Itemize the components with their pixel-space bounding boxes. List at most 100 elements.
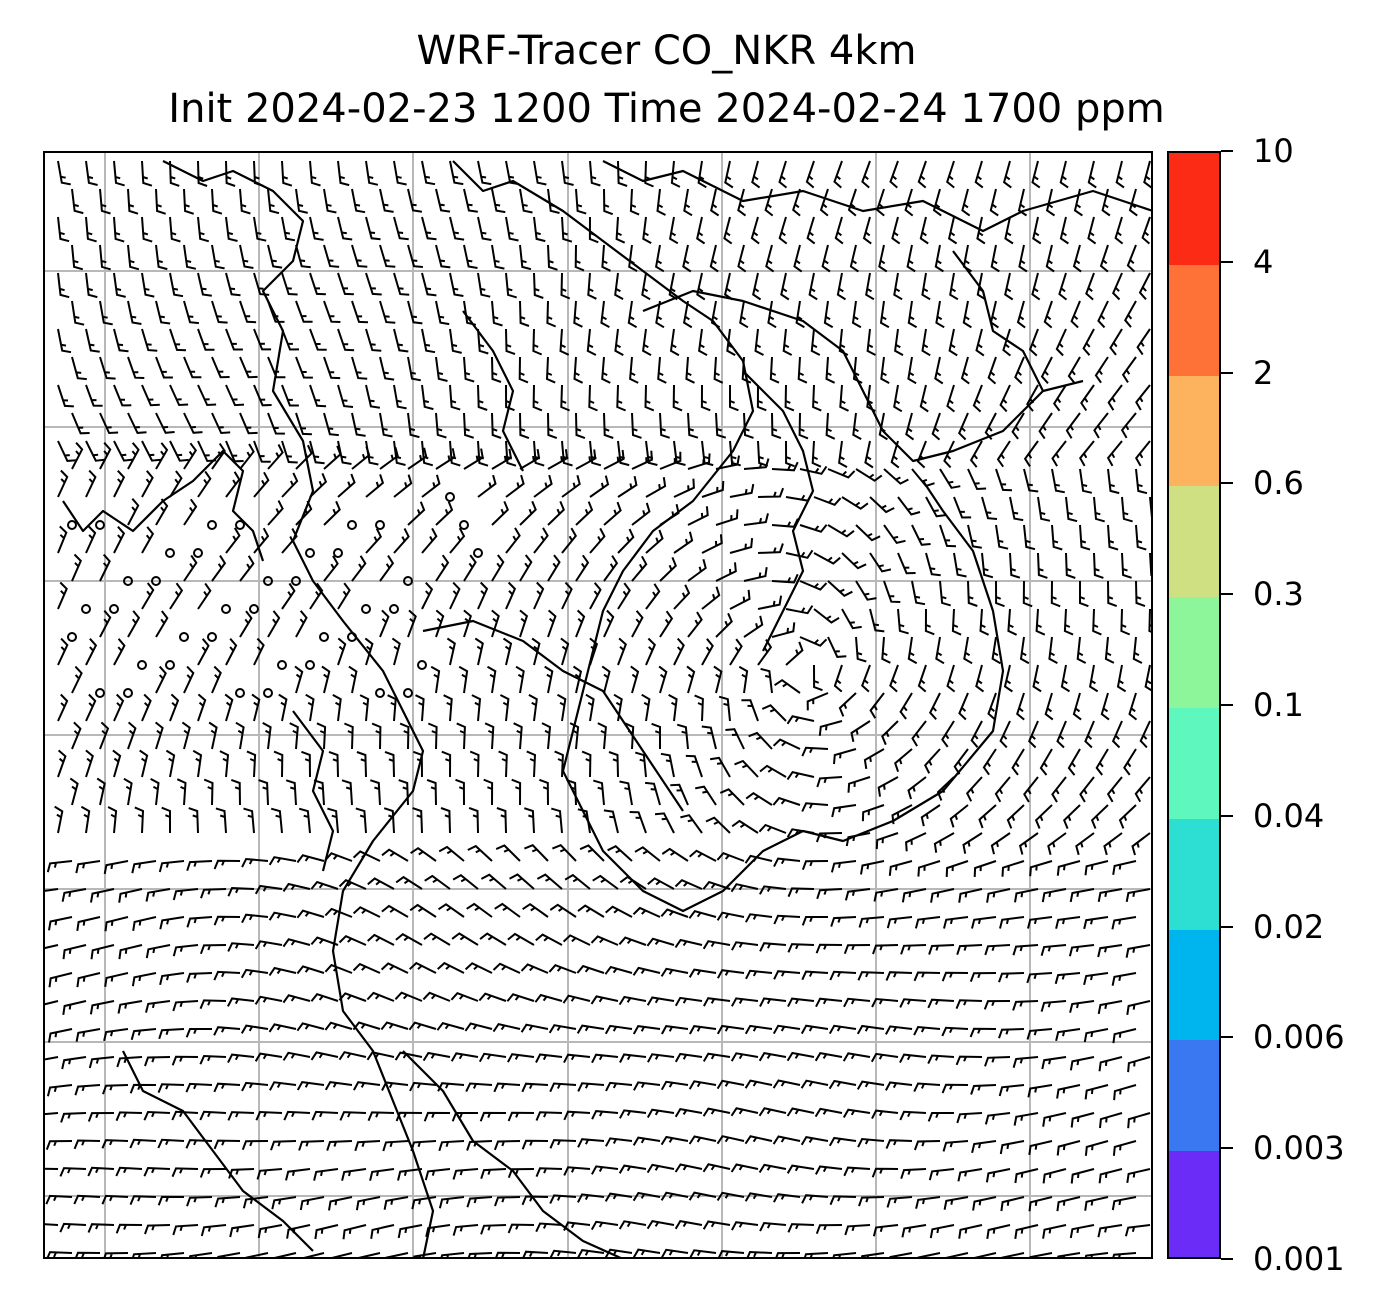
wind-barb bbox=[283, 1110, 311, 1121]
wind-barb bbox=[702, 940, 731, 950]
wind-barb bbox=[254, 1052, 283, 1062]
wind-barb bbox=[479, 1111, 507, 1122]
wind-barb bbox=[328, 1196, 353, 1211]
colorbar-tick bbox=[1221, 925, 1233, 928]
wind-barb bbox=[1072, 244, 1082, 273]
wind-barb bbox=[737, 244, 747, 273]
wind-barb bbox=[970, 1084, 997, 1095]
wind-barb bbox=[1042, 1168, 1067, 1184]
wind-barb bbox=[951, 608, 962, 636]
wind-barb bbox=[1042, 1224, 1067, 1239]
wind-barb bbox=[883, 580, 901, 603]
wind-barb bbox=[1084, 720, 1095, 749]
wind-barb bbox=[1023, 440, 1039, 467]
wind-barb bbox=[43, 1167, 59, 1170]
colorbar-segment bbox=[1169, 153, 1219, 265]
wind-barb bbox=[295, 412, 312, 436]
wind-barb bbox=[893, 272, 903, 301]
wind-barb bbox=[939, 468, 961, 489]
calm-wind-marker bbox=[305, 548, 315, 558]
wind-barb bbox=[505, 581, 517, 610]
wind-barb bbox=[689, 1025, 717, 1035]
wind-barb bbox=[57, 469, 69, 498]
wind-barb bbox=[520, 963, 549, 974]
wind-barb bbox=[76, 916, 101, 932]
wind-barb bbox=[548, 1024, 577, 1034]
wind-barb bbox=[496, 807, 507, 834]
wind-barb bbox=[674, 1219, 703, 1230]
wind-barb bbox=[1051, 440, 1067, 467]
wind-barb bbox=[587, 272, 597, 300]
wind-barb bbox=[412, 750, 423, 778]
wind-barb bbox=[744, 1024, 773, 1035]
wind-barb bbox=[688, 968, 717, 978]
wind-barb bbox=[113, 470, 126, 498]
wind-barb bbox=[1004, 272, 1014, 301]
wind-barb bbox=[547, 501, 565, 526]
wind-barb bbox=[43, 1223, 59, 1226]
wind-barb bbox=[185, 1028, 212, 1038]
wind-barb bbox=[632, 1191, 661, 1202]
wind-barb bbox=[273, 1252, 297, 1259]
wind-barb bbox=[687, 611, 703, 638]
wind-barb bbox=[356, 751, 367, 778]
wind-barb bbox=[928, 1168, 955, 1181]
wind-barb bbox=[71, 244, 84, 271]
calm-wind-marker bbox=[333, 548, 343, 558]
wind-barb bbox=[59, 1222, 87, 1233]
wind-barb bbox=[723, 272, 734, 301]
calm-wind-marker bbox=[389, 604, 399, 614]
wind-barb bbox=[686, 665, 696, 694]
wind-barb bbox=[921, 272, 931, 301]
wind-barb bbox=[267, 300, 285, 323]
wind-barb bbox=[73, 1194, 101, 1205]
wind-barb bbox=[869, 496, 895, 514]
wind-barb bbox=[1141, 216, 1151, 245]
wind-barb bbox=[268, 856, 297, 866]
wind-barb bbox=[491, 188, 506, 214]
wind-barb bbox=[407, 356, 421, 382]
wind-barb bbox=[547, 609, 557, 638]
wind-barb bbox=[564, 873, 591, 890]
wind-barb bbox=[785, 605, 814, 615]
wind-barb bbox=[478, 992, 507, 1002]
wind-barb bbox=[659, 451, 682, 470]
wind-barb bbox=[841, 496, 869, 510]
wind-barb bbox=[211, 665, 222, 694]
wind-barb bbox=[1113, 1084, 1137, 1101]
wind-barb bbox=[213, 859, 241, 870]
wind-barb bbox=[449, 527, 466, 554]
wind-barb bbox=[970, 720, 983, 748]
wind-barb bbox=[127, 244, 140, 271]
wind-barb bbox=[499, 694, 510, 722]
wind-barb bbox=[365, 384, 381, 409]
colorbar-tick-label: 0.6 bbox=[1253, 464, 1304, 503]
wind-barb bbox=[839, 384, 849, 412]
wind-barb bbox=[509, 873, 535, 890]
wind-barb bbox=[435, 412, 447, 439]
wind-barb bbox=[981, 552, 994, 579]
wind-barb bbox=[561, 475, 581, 498]
wind-barb bbox=[971, 1140, 997, 1154]
wind-barb bbox=[246, 750, 257, 778]
wind-barb bbox=[45, 1140, 73, 1150]
wind-barb bbox=[1078, 440, 1095, 467]
wind-barb bbox=[660, 908, 689, 918]
wind-barb bbox=[1031, 272, 1041, 301]
wind-barb bbox=[856, 1080, 885, 1090]
wind-barb bbox=[225, 527, 241, 554]
wind-barb bbox=[657, 356, 667, 384]
wind-barb bbox=[239, 356, 258, 379]
wind-barb bbox=[324, 852, 353, 862]
wind-barb bbox=[1040, 356, 1053, 384]
wind-barb bbox=[256, 1168, 283, 1180]
wind-barb bbox=[450, 992, 479, 1002]
wind-barb bbox=[239, 244, 254, 269]
wind-barb bbox=[127, 610, 141, 638]
wind-barb bbox=[1107, 468, 1120, 495]
wind-barb bbox=[1054, 972, 1081, 985]
wind-barb bbox=[141, 582, 155, 610]
wind-barb bbox=[71, 300, 85, 326]
wind-barb bbox=[866, 328, 876, 356]
wind-barb bbox=[546, 300, 557, 328]
